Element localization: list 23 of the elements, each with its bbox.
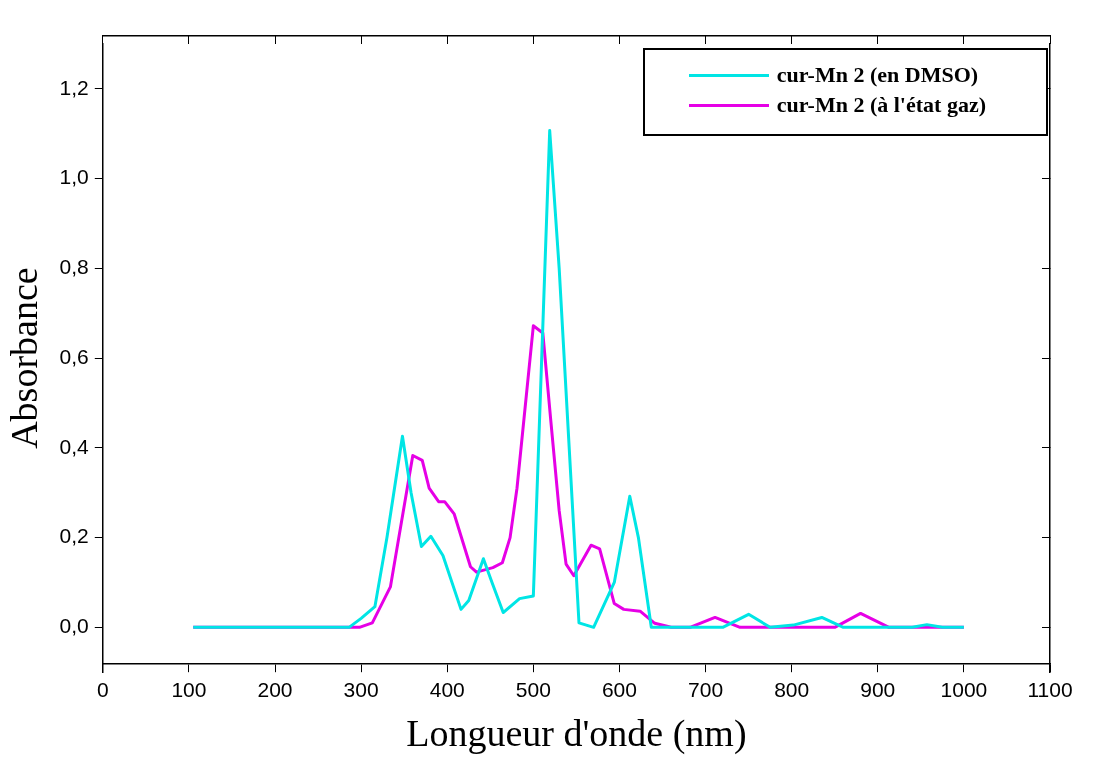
x-tick-label: 900: [860, 677, 896, 701]
x-tick-label: 200: [257, 677, 293, 701]
y-tick-label: 0,6: [59, 344, 89, 368]
x-tick-label: 400: [429, 677, 465, 701]
legend-label: cur-Mn 2 (à l'état gaz): [776, 92, 986, 118]
x-tick-label: 100: [171, 677, 207, 701]
legend-label: cur-Mn 2 (en DMSO): [776, 62, 979, 88]
y-tick-label: 0,8: [59, 255, 89, 279]
x-tick-label: 1000: [940, 677, 988, 701]
x-tick-label: 500: [515, 677, 551, 701]
x-tick-label: 800: [774, 677, 810, 701]
y-tick-label: 1,2: [59, 75, 89, 99]
y-axis-title: Absorbance: [2, 267, 45, 449]
x-axis-title: Longueur d'onde (nm): [406, 712, 747, 756]
x-tick-label: 700: [688, 677, 724, 701]
x-tick-label: 0: [96, 677, 109, 701]
x-tick-label: 600: [601, 677, 637, 701]
y-tick-label: 0,0: [59, 614, 89, 638]
y-tick-label: 0,4: [59, 434, 90, 458]
x-tick-label: 300: [343, 677, 379, 701]
y-tick-label: 1,0: [59, 165, 89, 189]
x-tick-label: 1100: [1027, 677, 1073, 701]
y-tick-label: 0,2: [59, 524, 89, 548]
